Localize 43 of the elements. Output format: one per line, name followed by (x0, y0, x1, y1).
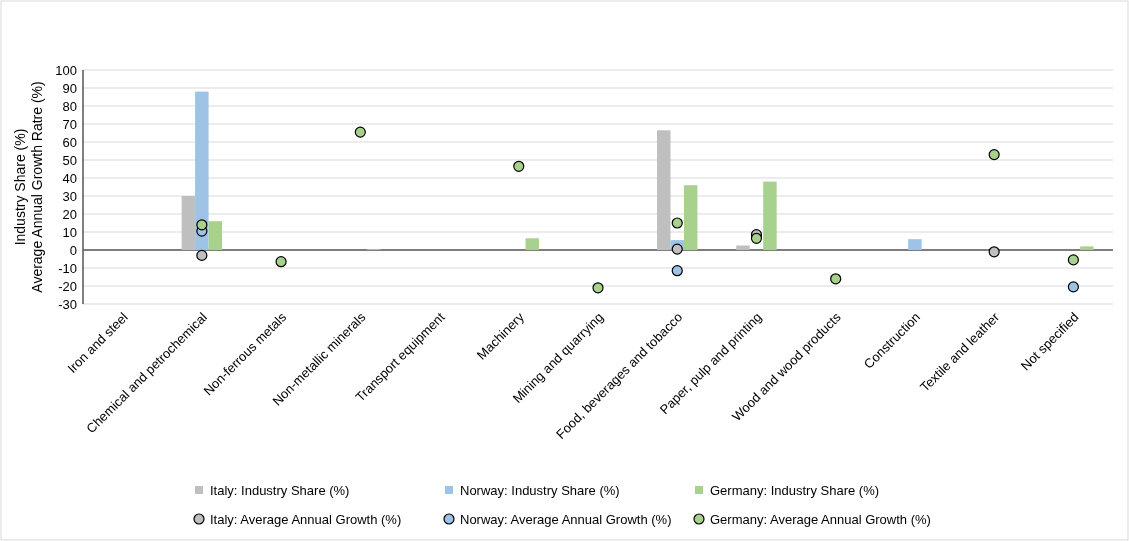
legend-label: Norway: Average Annual Growth (%) (460, 511, 672, 527)
y-tick-label: 100 (55, 62, 77, 78)
point (513, 160, 525, 172)
y-tick-label: 30 (62, 188, 77, 204)
bar (908, 239, 922, 250)
point (1067, 281, 1079, 293)
y-axis-title: Industry Share (%) Average Annual Growth Ratre (%) (11, 81, 45, 293)
bar (736, 245, 750, 250)
point (592, 282, 604, 294)
point (196, 249, 208, 261)
bar (1080, 246, 1094, 250)
point (830, 273, 842, 285)
y-tick-label: 20 (62, 206, 77, 222)
legend-label: Italy: Industry Share (%) (210, 482, 350, 498)
legend-label: Italy: Average Annual Growth (%) (210, 511, 402, 527)
y-tick-label: -10 (58, 260, 77, 276)
y-tick-label: 40 (62, 170, 77, 186)
point (671, 217, 683, 229)
y-tick-label: 70 (62, 116, 77, 132)
y-tick-label: -30 (58, 296, 77, 312)
point (354, 126, 366, 138)
bar (525, 238, 539, 250)
point (671, 243, 683, 255)
point (671, 265, 683, 277)
legend-label: Germany: Industry Share (%) (710, 482, 880, 498)
y-tick-label: 80 (62, 98, 77, 114)
point (988, 246, 1000, 258)
bar (208, 221, 223, 250)
legend-label: Germany: Average Annual Growth (%) (710, 511, 931, 527)
y-tick-label: -20 (58, 278, 77, 294)
bar (181, 196, 196, 250)
point (1067, 254, 1079, 266)
point (196, 219, 208, 231)
bar (657, 130, 671, 250)
y-tick-label: 10 (62, 224, 77, 240)
bar (195, 91, 209, 250)
legend-label: Norway: Industry Share (%) (460, 482, 620, 498)
point (988, 149, 1000, 161)
y-tick-label: 90 (62, 80, 77, 96)
y-tick-label: 0 (69, 242, 77, 258)
y-tick-label: 50 (62, 152, 77, 168)
point (275, 256, 287, 268)
y-tick-label: 60 (62, 134, 77, 150)
